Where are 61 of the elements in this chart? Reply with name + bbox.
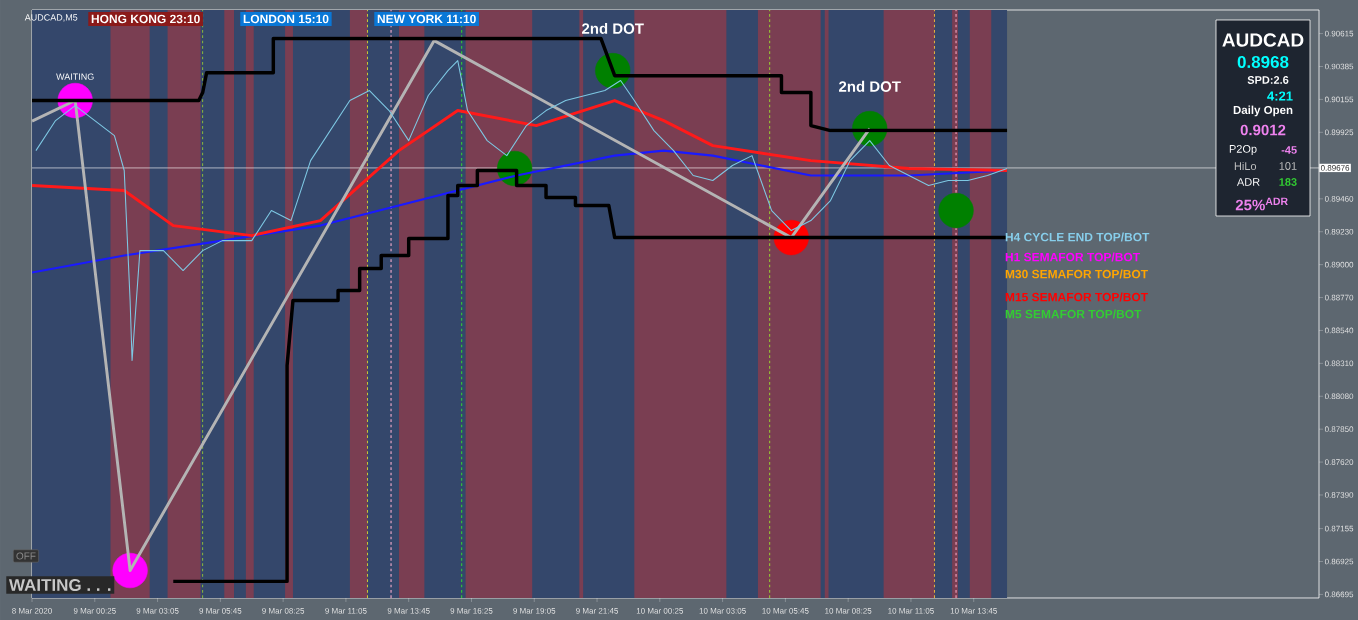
y-tick-label: 0.87850 <box>1324 426 1354 433</box>
annotation: 4:21 <box>1267 91 1293 101</box>
annotation: LONDON 15:10 <box>243 14 329 24</box>
y-tick-label: 0.87390 <box>1324 492 1354 498</box>
annotation: HONG KONG 23:10 <box>91 14 200 24</box>
x-tick-label: 9 Mar 21:45 <box>576 608 619 614</box>
x-tick-label: 10 Mar 11:05 <box>888 608 934 614</box>
y-tick-label: 0.90615 <box>1324 30 1354 37</box>
y-tick-label: 0.89925 <box>1324 129 1354 136</box>
annotation: 0.9012 <box>1240 124 1286 136</box>
y-tick-label: 0.89230 <box>1324 228 1354 235</box>
y-tick-label: 0.88310 <box>1324 360 1354 367</box>
x-tick-label: 9 Mar 08:25 <box>262 608 305 614</box>
annotation: -45 <box>1281 146 1297 154</box>
annotation: 183 <box>1279 178 1297 186</box>
x-tick-label: 8 Mar 2020 <box>12 608 52 614</box>
x-tick-label: 10 Mar 00:25 <box>636 608 684 614</box>
ref-line-label: 0.89676 <box>1320 165 1350 171</box>
chart-title: AUDCAD,M5 <box>24 14 78 22</box>
y-tick-label: 0.90155 <box>1324 96 1354 103</box>
y-tick-label: 0.87155 <box>1324 525 1354 532</box>
annotation: AUDCAD <box>1222 33 1304 47</box>
x-tick-label: 10 Mar 05:45 <box>762 608 809 614</box>
annotation: 2nd DOT <box>582 22 644 34</box>
annotation: H1 SEMAFOR TOP/BOT <box>1005 252 1140 262</box>
annotation: H4 CYCLE END TOP/BOT <box>1005 232 1150 242</box>
annotation: WAITING <box>56 73 94 80</box>
y-tick-label: 0.89000 <box>1324 261 1354 268</box>
x-tick-label: 9 Mar 11:05 <box>325 608 367 614</box>
annotation: WAITING . . . <box>8 578 111 591</box>
y-tick-label: 0.88770 <box>1324 294 1354 301</box>
annotation: 0.8968 <box>1237 55 1289 69</box>
x-tick-label: 9 Mar 13:45 <box>387 608 430 614</box>
annotation: 101 <box>1279 162 1297 170</box>
x-tick-label: 9 Mar 03:05 <box>136 608 179 614</box>
y-tick-label: 0.89460 <box>1324 196 1354 202</box>
annotation: M30 SEMAFOR TOP/BOT <box>1005 269 1148 279</box>
y-tick-label: 0.86925 <box>1324 558 1354 565</box>
x-tick-label: 10 Mar 03:05 <box>699 608 746 614</box>
x-tick-label: 9 Mar 19:05 <box>513 608 556 614</box>
annotation: M15 SEMAFOR TOP/BOT <box>1005 292 1148 302</box>
annotation: SPD:2.6 <box>1247 76 1289 84</box>
x-tick-label: 10 Mar 08:25 <box>825 608 872 614</box>
annotation: HiLo <box>1234 161 1257 171</box>
annotation: 2nd DOT <box>839 80 901 92</box>
annotation: Daily Open <box>1233 105 1293 117</box>
x-tick-label: 9 Mar 00:25 <box>73 608 116 614</box>
annotation: ADR <box>1236 178 1260 186</box>
annotation: NEW YORK 11:10 <box>377 14 476 24</box>
y-tick-label: 0.86695 <box>1324 591 1354 598</box>
x-tick-label: 9 Mar 05:45 <box>199 608 242 614</box>
annotation: P2Op <box>1229 145 1257 155</box>
y-tick-label: 0.88540 <box>1324 327 1354 334</box>
annotation: M5 SEMAFOR TOP/BOT <box>1005 309 1142 319</box>
annotation: OFF <box>16 552 36 560</box>
annotation: 25%$^{ADR}$ <box>1235 197 1288 211</box>
y-tick-label: 0.90385 <box>1324 63 1354 70</box>
x-tick-label: 9 Mar 16:25 <box>450 608 493 614</box>
y-tick-label: 0.87620 <box>1324 459 1354 465</box>
x-tick-label: 10 Mar 13:45 <box>950 608 997 614</box>
y-tick-label: 0.88080 <box>1324 393 1354 400</box>
